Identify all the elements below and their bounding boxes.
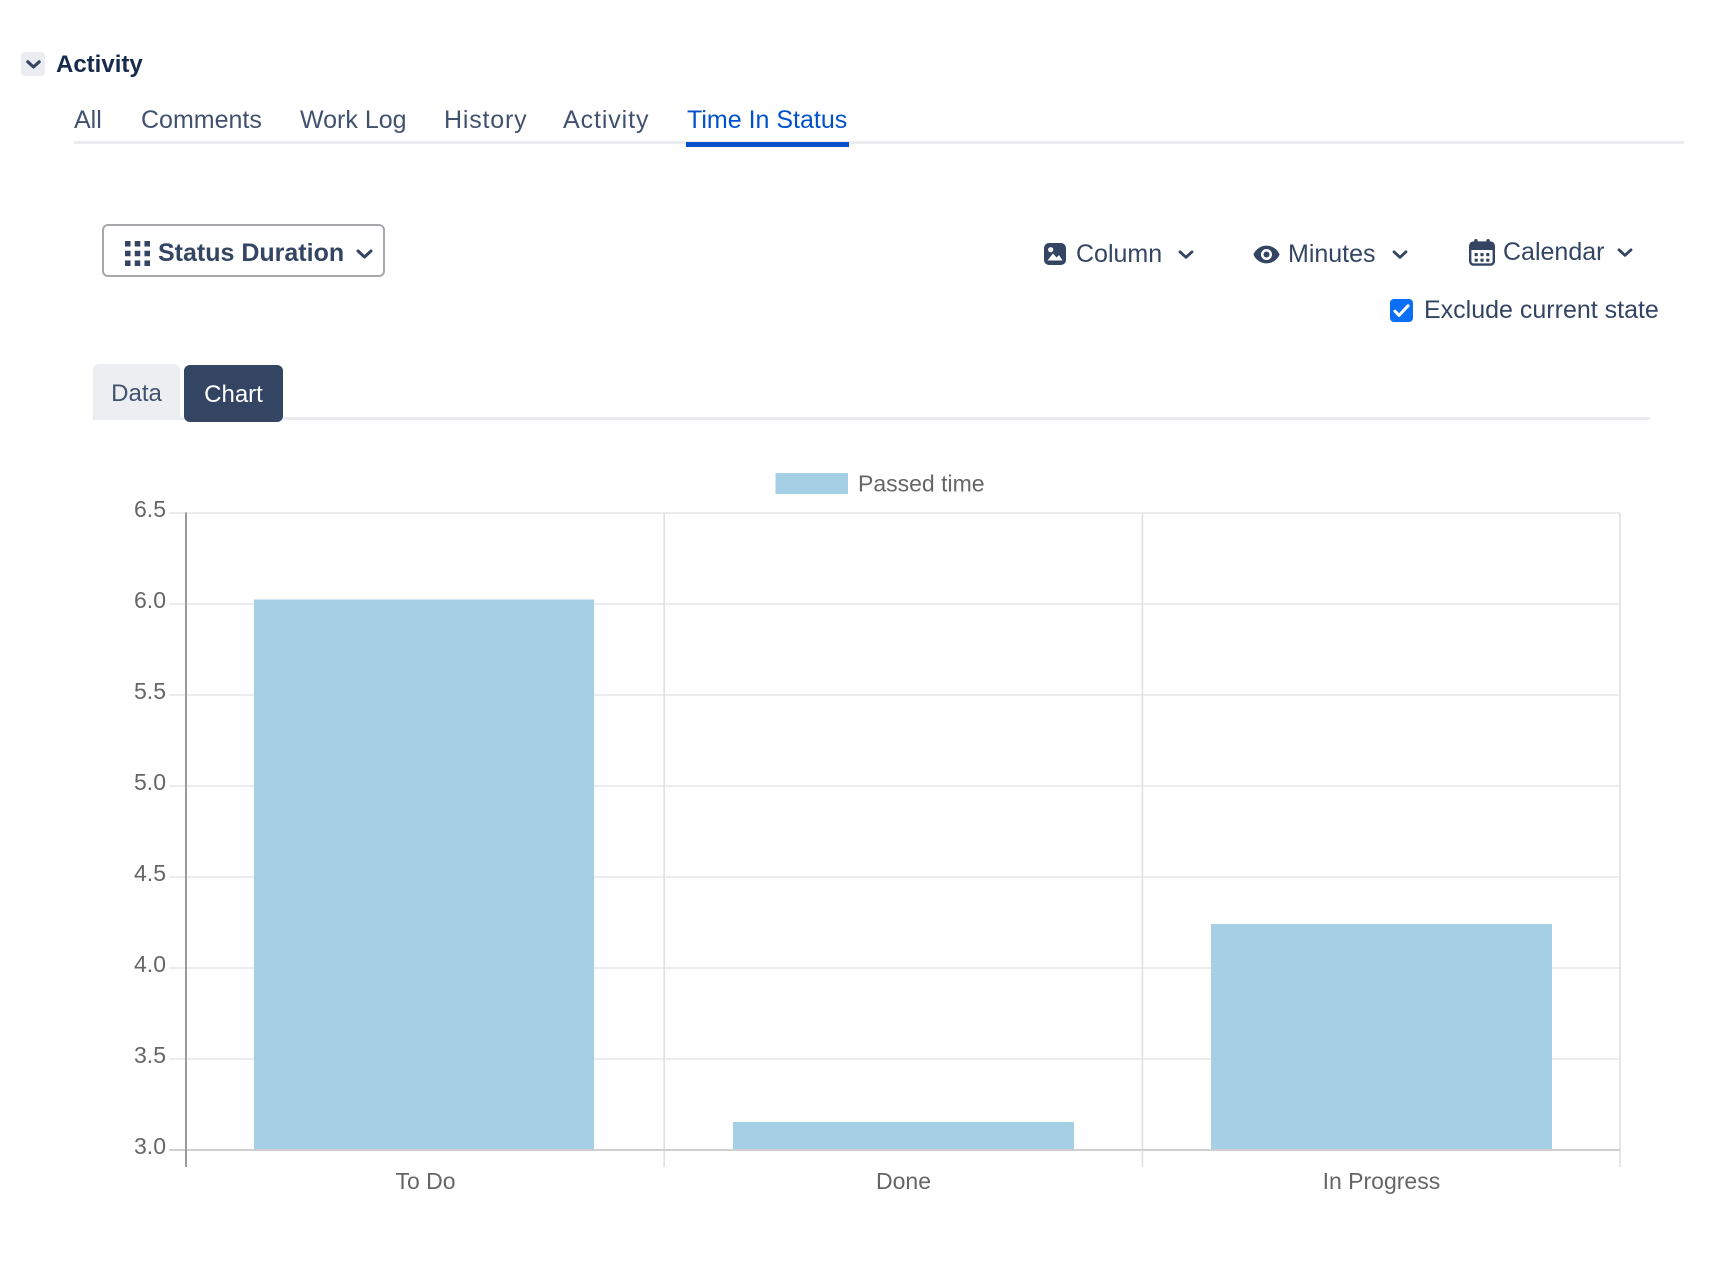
- svg-text:6.0: 6.0: [134, 587, 166, 613]
- svg-text:To Do: To Do: [395, 1168, 455, 1194]
- svg-text:3.0: 3.0: [134, 1133, 166, 1159]
- svg-text:5.0: 5.0: [134, 769, 166, 795]
- svg-text:3.5: 3.5: [134, 1042, 166, 1068]
- svg-text:In Progress: In Progress: [1323, 1168, 1441, 1194]
- svg-text:4.0: 4.0: [134, 951, 166, 977]
- svg-text:6.5: 6.5: [134, 496, 166, 522]
- svg-text:Passed time: Passed time: [858, 471, 985, 497]
- svg-text:Done: Done: [876, 1168, 931, 1194]
- svg-text:5.5: 5.5: [134, 678, 166, 704]
- svg-text:4.5: 4.5: [134, 860, 166, 886]
